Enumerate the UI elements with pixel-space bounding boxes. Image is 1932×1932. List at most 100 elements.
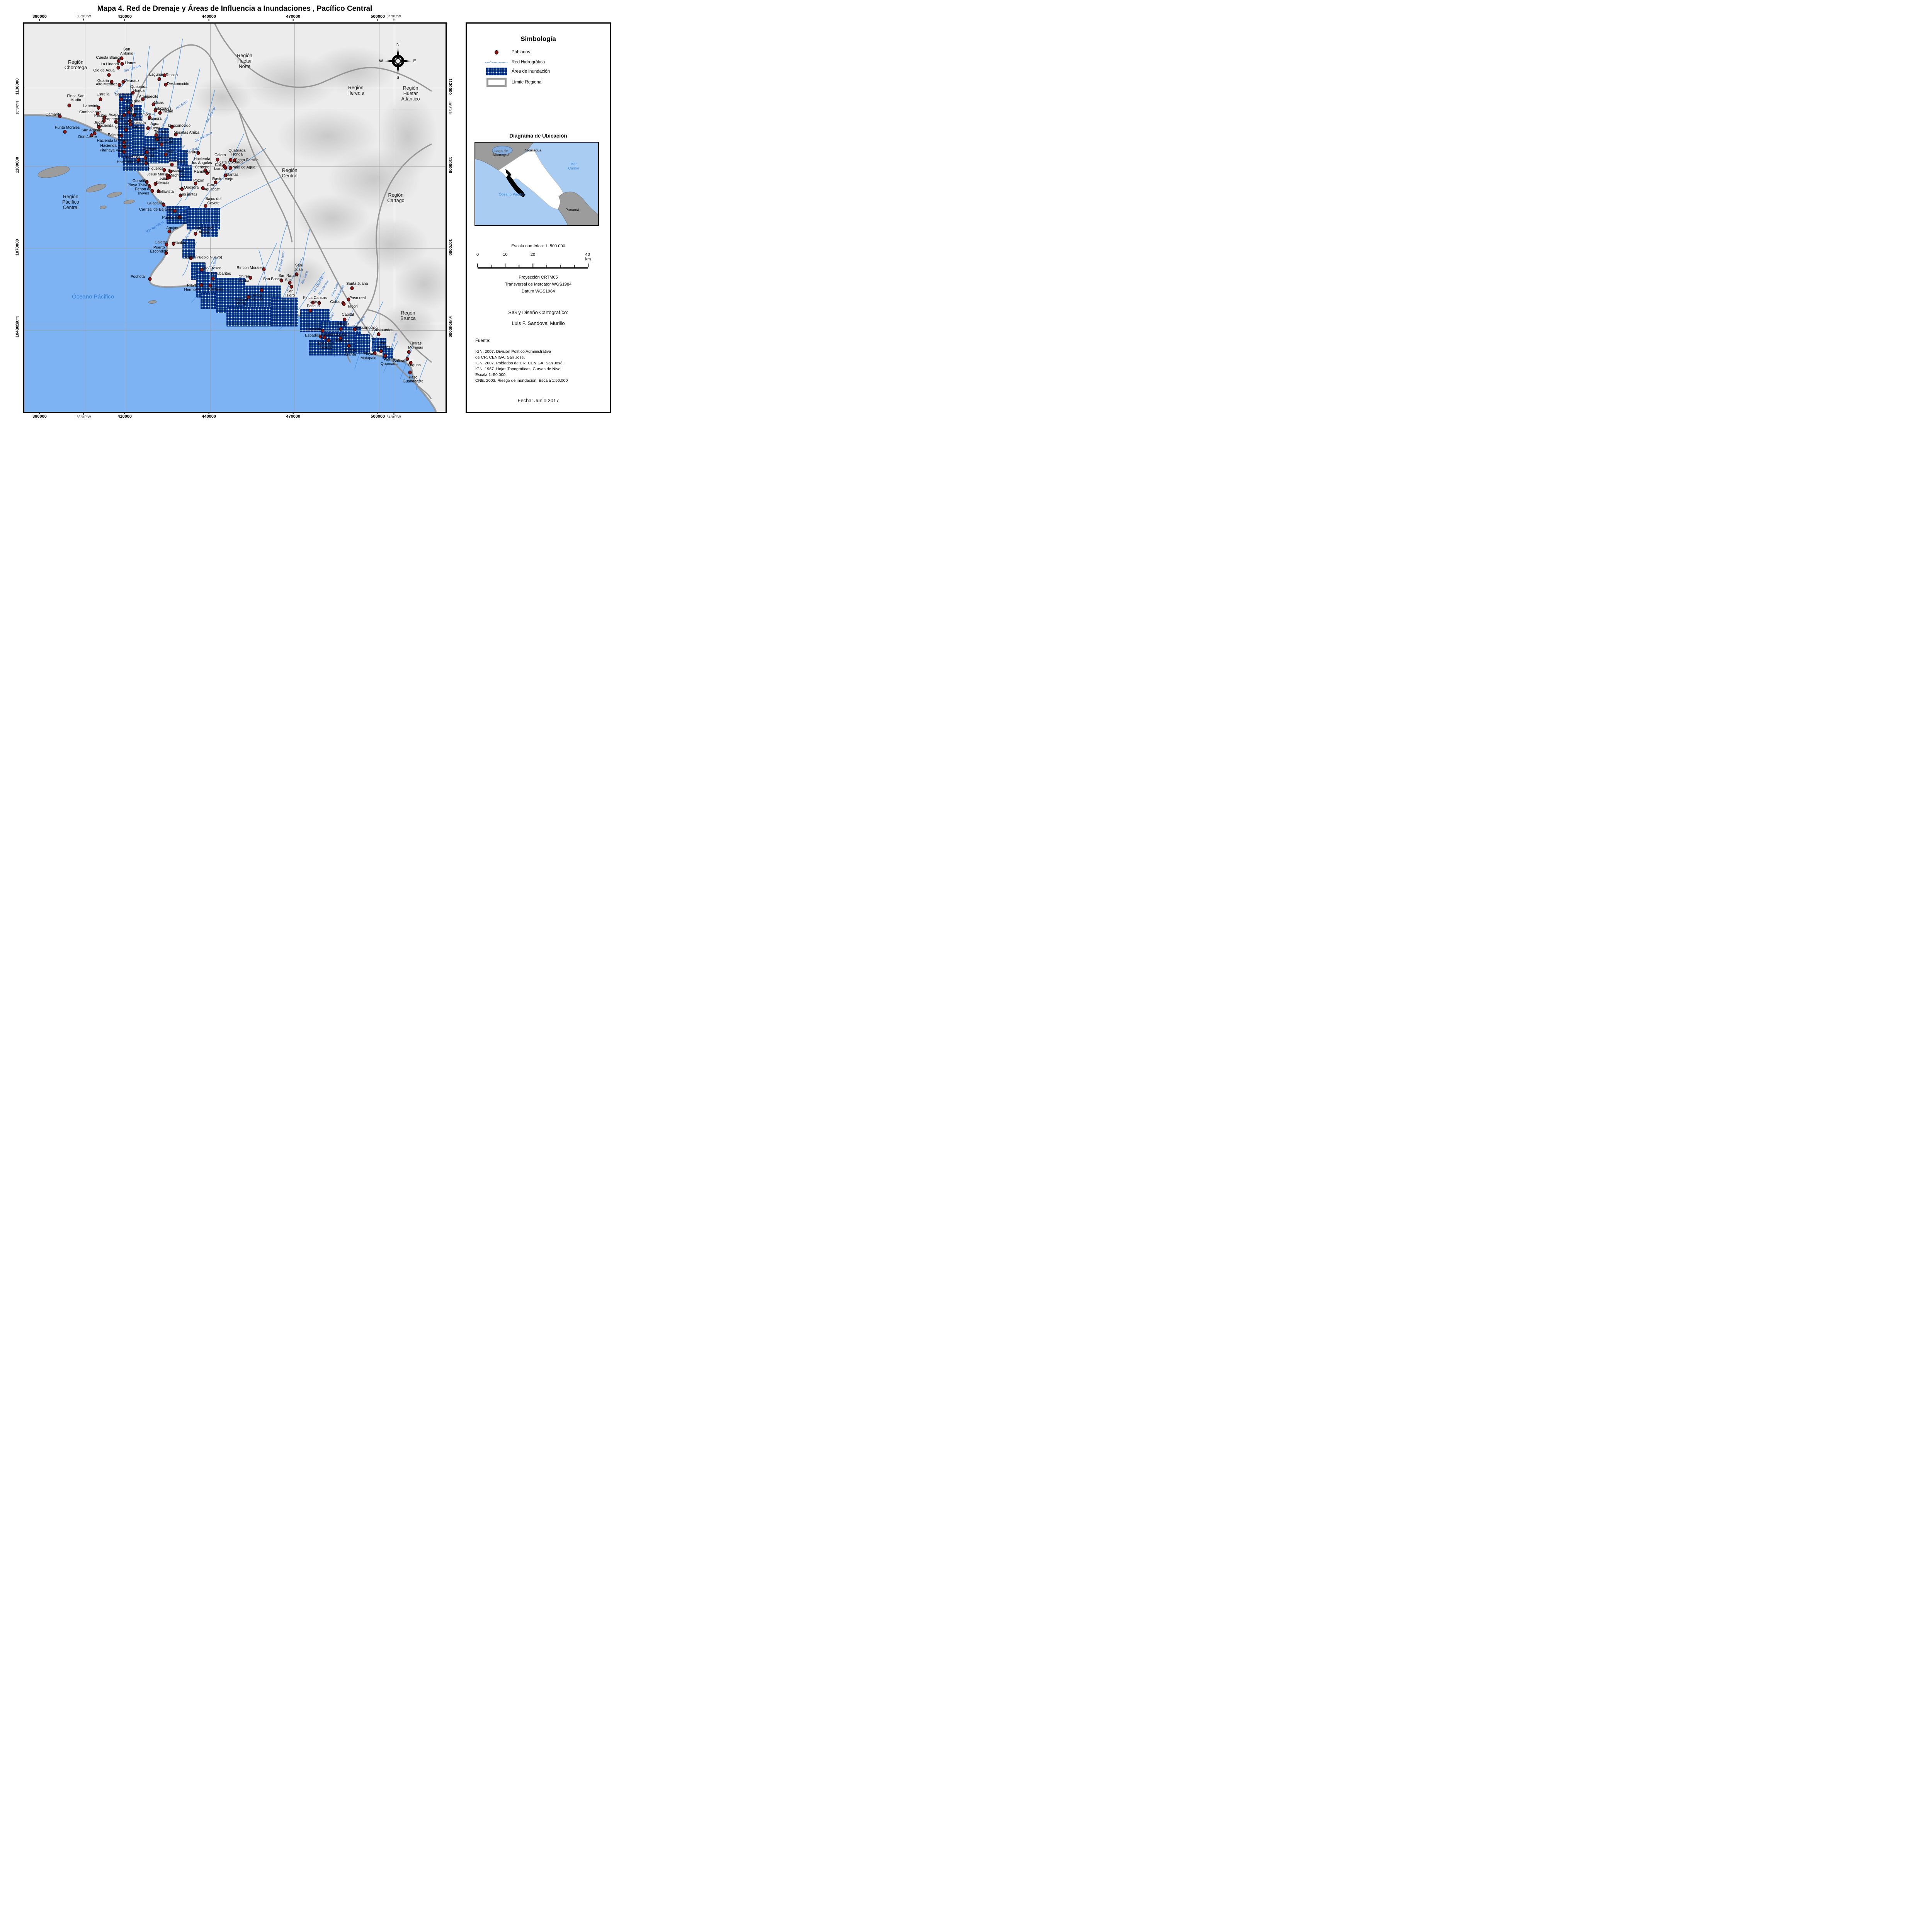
- fuente-label: Fuente:: [475, 338, 490, 343]
- gridline-vertical: [210, 24, 211, 412]
- y-axis-label-right: 10°8'0"N: [448, 101, 452, 115]
- y-axis-label-right: 1040000: [448, 321, 452, 338]
- flood-area: [182, 239, 195, 259]
- map-sheet: Mapa 4. Red de Drenaje y Áreas de Influe…: [0, 0, 613, 434]
- flood-area: [158, 128, 169, 163]
- flood-area: [200, 293, 218, 309]
- y-axis-label-left: 1100000: [15, 156, 20, 173]
- sig-title: SIG y Diseño Cartografíco:: [508, 310, 568, 315]
- region-label: Región Heredia: [347, 85, 364, 96]
- y-axis-label-left: 1130000: [15, 78, 20, 95]
- map-title: Mapa 4. Red de Drenaje y Áreas de Influe…: [97, 5, 372, 13]
- cartographer-name: Luis F. Sandoval Murillo: [512, 320, 565, 326]
- region-label: Región Huetar Atlántico: [401, 85, 420, 102]
- y-axis-label-right: 1100000: [448, 156, 452, 173]
- flood-area: [167, 206, 190, 224]
- flood-area: [123, 99, 132, 115]
- inset-title: Diagrama de Ubicación: [509, 133, 567, 139]
- ocean-label: Óceano Pácifico: [72, 293, 114, 300]
- y-axis-label-right: 1130000: [448, 78, 452, 95]
- scale-tick: [505, 264, 506, 267]
- x-axis-label-top: 410000: [117, 14, 132, 21]
- compass-rose-icon: N E S W: [379, 42, 416, 80]
- x-axis-label-top: 440000: [202, 14, 216, 21]
- region-label: Regón Brunca: [400, 310, 416, 321]
- ocean-layer: [24, 114, 437, 412]
- location-inset-map: Lago de Nicaragua Nicaragua Mar Caribe Ócea…: [474, 142, 599, 226]
- y-axis-label-left: 1040000: [15, 321, 20, 338]
- inset-label: Óceano Pácifico: [498, 192, 526, 197]
- scale-tick: [574, 265, 575, 267]
- region-label: Región Cartago: [387, 192, 405, 204]
- region-label: Región Pácifico Central: [62, 194, 79, 211]
- flood-area: [308, 340, 332, 356]
- flood-grid-icon: [481, 68, 512, 75]
- scale-bar: 0 10 20 40 km: [476, 252, 591, 269]
- x-axis-label-top: 380000: [32, 14, 47, 21]
- regional-limit-icon: [481, 78, 512, 87]
- region-label: Región Huetar Norte: [237, 53, 252, 70]
- y-axis-label-right: 9°29'0"N: [448, 316, 452, 330]
- y-axis-label-left: 1070000: [15, 239, 20, 256]
- x-axis-label-bottom: 85°0'0"W: [77, 413, 91, 419]
- legend-item-poblados: Poblados: [481, 48, 606, 57]
- scale-number: 20: [530, 252, 536, 257]
- flood-area: [123, 157, 149, 171]
- scale-tick: [491, 265, 492, 267]
- flood-area: [216, 278, 246, 313]
- inset-label: Nicaragua: [524, 148, 542, 153]
- x-axis-label-top: 84°0'0"W: [387, 14, 401, 20]
- flood-area: [355, 334, 370, 354]
- river-line-icon: [481, 60, 512, 65]
- legend-title: Simbología: [520, 35, 556, 43]
- scale-tick: [519, 265, 520, 267]
- compass-n: N: [396, 42, 400, 47]
- date-label: Fecha: Junio 2017: [517, 398, 559, 403]
- region-boundaries-layer: [123, 24, 432, 399]
- islands-layer: [37, 166, 157, 304]
- projection-info: Proyección CRTM05 Transversal de Mercato…: [505, 275, 572, 294]
- flood-area: [226, 307, 277, 327]
- basemap-svg: [24, 24, 437, 412]
- gridline-horizontal: [24, 330, 446, 331]
- flood-area: [131, 124, 145, 156]
- legend-item-limite-regional: Límite Regional: [481, 78, 606, 87]
- flood-area: [134, 105, 143, 121]
- compass-s: S: [396, 75, 400, 80]
- legend-item-area-inundacion: Área de inundación: [481, 67, 606, 76]
- flood-area: [201, 223, 218, 237]
- scale-tick: [532, 264, 533, 267]
- side-panel: Simbología Poblados Red Hidrográfica Áre…: [466, 22, 611, 413]
- scale-tick: [546, 265, 547, 267]
- x-axis-label-top: 85°0'0"W: [77, 14, 91, 20]
- scale-tick: [560, 265, 561, 267]
- scale-number: 0: [476, 252, 479, 257]
- flood-area: [382, 348, 393, 360]
- gridline-vertical: [294, 24, 295, 412]
- gridline-horizontal: [24, 166, 446, 167]
- flood-area: [179, 165, 192, 181]
- source-list: IGN. 2007. División Político Administrat…: [475, 349, 568, 383]
- legend-item-red-hidrografica: Red Hidrográfica: [481, 58, 606, 67]
- main-map[interactable]: Región Chorotega Región Huetar Norte Regió…: [23, 22, 447, 413]
- inset-label: Panamá: [565, 208, 579, 213]
- y-axis-label-left: 9°29'0"N: [15, 316, 19, 330]
- x-axis-label-bottom: 84°0'0"W: [387, 413, 401, 419]
- inset-label: Mar Caribe: [568, 162, 579, 171]
- flood-area: [270, 297, 298, 327]
- gridline-horizontal: [24, 248, 446, 249]
- scale-number: 10: [503, 252, 508, 257]
- poblado-dot-icon: [481, 50, 512, 54]
- x-axis-label-top: 470000: [286, 14, 300, 21]
- scale-number: 40 km: [585, 252, 591, 262]
- region-label: Región Central: [282, 167, 298, 179]
- scale-tick: [477, 264, 478, 267]
- y-axis-label-left: 10°8'0"N: [15, 101, 19, 115]
- compass-e: E: [413, 59, 416, 64]
- region-label: Región Chorotega: [64, 59, 87, 70]
- y-axis-label-right: 1070000: [448, 239, 452, 256]
- inset-label: Lago de Nicaragua: [493, 149, 510, 157]
- scale-caption: Escala numérica: 1: 500.000: [511, 244, 565, 248]
- compass-w: W: [379, 59, 383, 64]
- x-axis-label-top: 500000: [371, 14, 385, 21]
